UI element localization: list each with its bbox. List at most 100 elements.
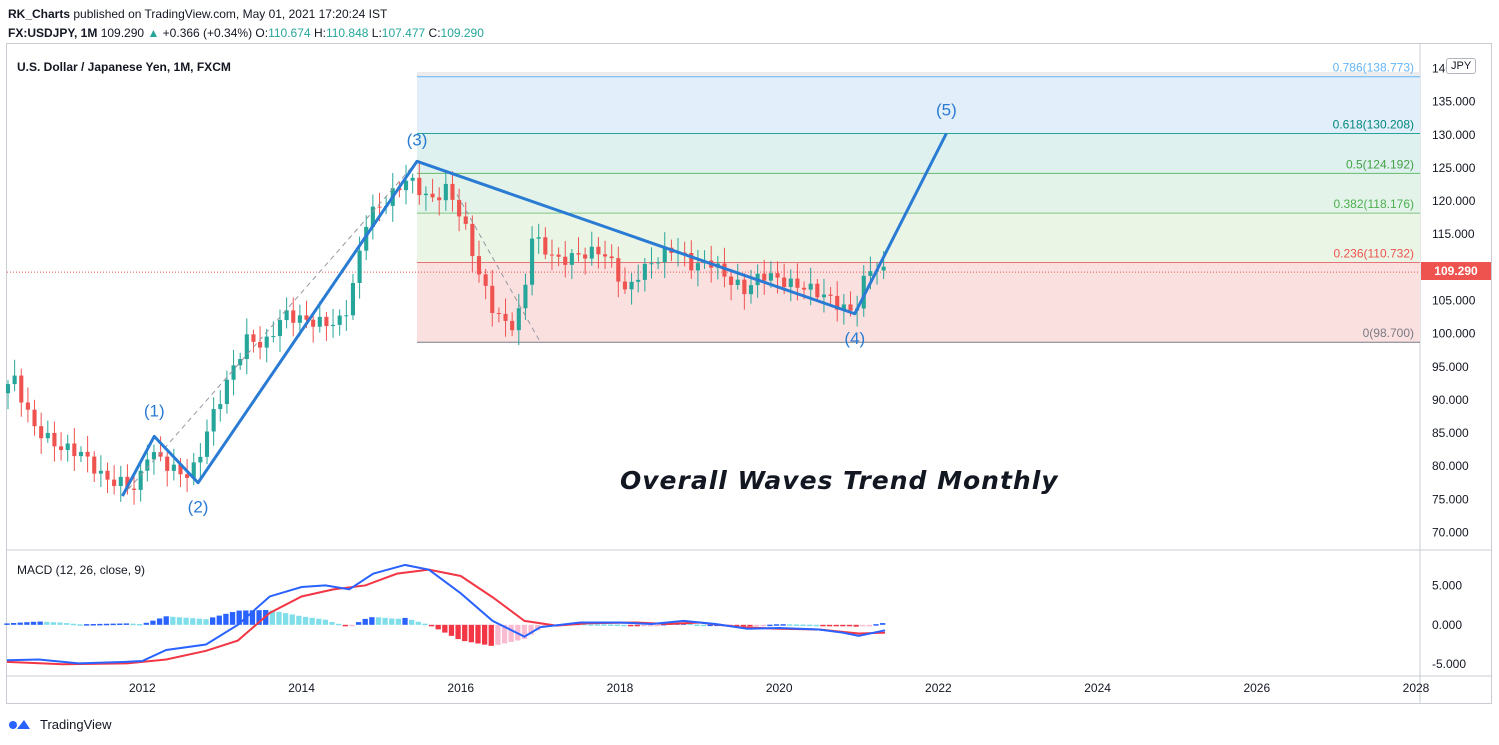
macd-histogram-bar bbox=[687, 623, 693, 626]
candle-body bbox=[729, 276, 734, 285]
candle-body bbox=[12, 375, 17, 385]
elliott-wave-path bbox=[121, 132, 948, 497]
last-price: 109.290 bbox=[100, 26, 145, 40]
macd-histogram-bar bbox=[846, 624, 853, 627]
candle-body bbox=[45, 432, 50, 439]
price-tick-label: 85.000 bbox=[1432, 426, 1469, 440]
candle-body bbox=[556, 254, 561, 257]
candle-body bbox=[105, 470, 110, 480]
macd-histogram-bar bbox=[787, 624, 793, 626]
macd-histogram-bar bbox=[634, 624, 640, 627]
candle-body bbox=[377, 206, 382, 208]
candle-body bbox=[171, 464, 176, 471]
candle-body bbox=[191, 462, 196, 478]
candle-body bbox=[450, 183, 455, 200]
macd-histogram-bar bbox=[435, 624, 441, 630]
macd-histogram-bar bbox=[807, 624, 813, 627]
price-tick-label: 115.000 bbox=[1432, 227, 1475, 241]
macd-histogram-bar bbox=[4, 623, 10, 625]
macd-histogram-bar bbox=[740, 624, 747, 627]
open-value: 110.674 bbox=[268, 26, 311, 40]
candle-body bbox=[291, 310, 296, 323]
price-tick-label: 125.000 bbox=[1432, 161, 1476, 175]
candle-body bbox=[516, 308, 521, 331]
macd-histogram-bar bbox=[422, 623, 428, 626]
wave-label: (1) bbox=[144, 401, 165, 420]
fib-level-label: 0.382(118.176) bbox=[1333, 197, 1414, 211]
wave-label: (2) bbox=[188, 498, 209, 517]
candle-body bbox=[151, 452, 157, 460]
macd-histogram-bar bbox=[820, 624, 826, 627]
macd-histogram-bar bbox=[793, 624, 800, 626]
macd-histogram-bar bbox=[329, 621, 335, 625]
macd-histogram-bar bbox=[17, 622, 23, 625]
macd-histogram-bar bbox=[77, 624, 83, 626]
fib-zone bbox=[416, 133, 1421, 174]
macd-histogram-bar bbox=[336, 623, 342, 626]
candle-body bbox=[795, 278, 800, 288]
macd-histogram-bar bbox=[521, 624, 528, 639]
tradingview-logo-icon bbox=[9, 720, 30, 729]
candle-body bbox=[602, 254, 608, 257]
macd-histogram-bar bbox=[780, 624, 786, 626]
macd-histogram-bar bbox=[57, 622, 63, 625]
candle-body bbox=[576, 253, 581, 255]
currency-button[interactable]: JPY bbox=[1446, 58, 1477, 74]
macd-histogram-bar bbox=[190, 618, 196, 625]
high-label: H: bbox=[313, 26, 326, 40]
candle-body bbox=[178, 464, 183, 475]
macd-histogram-bar bbox=[428, 624, 435, 627]
macd-histogram-bar bbox=[813, 624, 819, 627]
macd-histogram-bar bbox=[495, 624, 501, 645]
macd-histogram-bar bbox=[800, 624, 806, 627]
fib-level-label: 0.5(124.192) bbox=[1346, 157, 1414, 171]
candle-body bbox=[523, 284, 528, 309]
macd-histogram-bar bbox=[97, 623, 103, 626]
fib-zone bbox=[416, 173, 1421, 214]
fib-level-label: 0.236(110.732) bbox=[1333, 247, 1414, 261]
macd-histogram-bar bbox=[163, 616, 169, 625]
fib-zone bbox=[416, 76, 1421, 134]
candle-body bbox=[629, 281, 634, 290]
candle-body bbox=[782, 277, 787, 287]
macd-histogram-bar bbox=[840, 624, 846, 627]
author-name[interactable]: RK_Charts bbox=[8, 7, 71, 21]
candle-body bbox=[317, 316, 322, 327]
macd-signal-line bbox=[6, 568, 886, 666]
macd-histogram-bar bbox=[44, 621, 50, 625]
candle-body bbox=[788, 278, 793, 287]
macd-histogram-bar bbox=[448, 624, 455, 636]
candle-body bbox=[158, 452, 163, 457]
low-label: L: bbox=[371, 26, 382, 40]
candle-body bbox=[297, 315, 302, 323]
macd-histogram-bar bbox=[229, 612, 236, 625]
macd-histogram-bar bbox=[156, 618, 163, 625]
macd-histogram-bar bbox=[276, 611, 282, 625]
candle-body bbox=[868, 271, 873, 276]
candle-body bbox=[165, 456, 170, 471]
brand-name: TradingView bbox=[40, 716, 112, 732]
price-tick-label: 95.000 bbox=[1432, 360, 1469, 374]
candle-body bbox=[569, 253, 574, 265]
candle-body bbox=[92, 456, 97, 474]
price-tick-label: 70.000 bbox=[1432, 525, 1469, 539]
price-tick-label: 75.000 bbox=[1432, 492, 1469, 506]
candle-body bbox=[549, 254, 555, 256]
macd-histogram-bar bbox=[694, 624, 700, 626]
publish-line: RK_Charts published on TradingView.com, … bbox=[8, 7, 387, 21]
macd-histogram-bar bbox=[130, 623, 136, 626]
footer-brand[interactable]: TradingView bbox=[8, 716, 112, 732]
candle-body bbox=[145, 459, 150, 471]
macd-histogram-bar bbox=[296, 615, 302, 625]
macd-line bbox=[6, 563, 886, 665]
low-value: 107.477 bbox=[381, 26, 426, 40]
macd-histogram-bar bbox=[183, 617, 189, 625]
macd-histogram-bar bbox=[369, 617, 375, 625]
candle-body bbox=[609, 256, 614, 259]
fib-level-label: 0(98.700) bbox=[1363, 326, 1414, 340]
candle-body bbox=[185, 474, 190, 478]
high-value: 110.848 bbox=[325, 26, 369, 40]
candle-body bbox=[689, 253, 694, 271]
price-tick-label: 105.000 bbox=[1432, 294, 1476, 308]
